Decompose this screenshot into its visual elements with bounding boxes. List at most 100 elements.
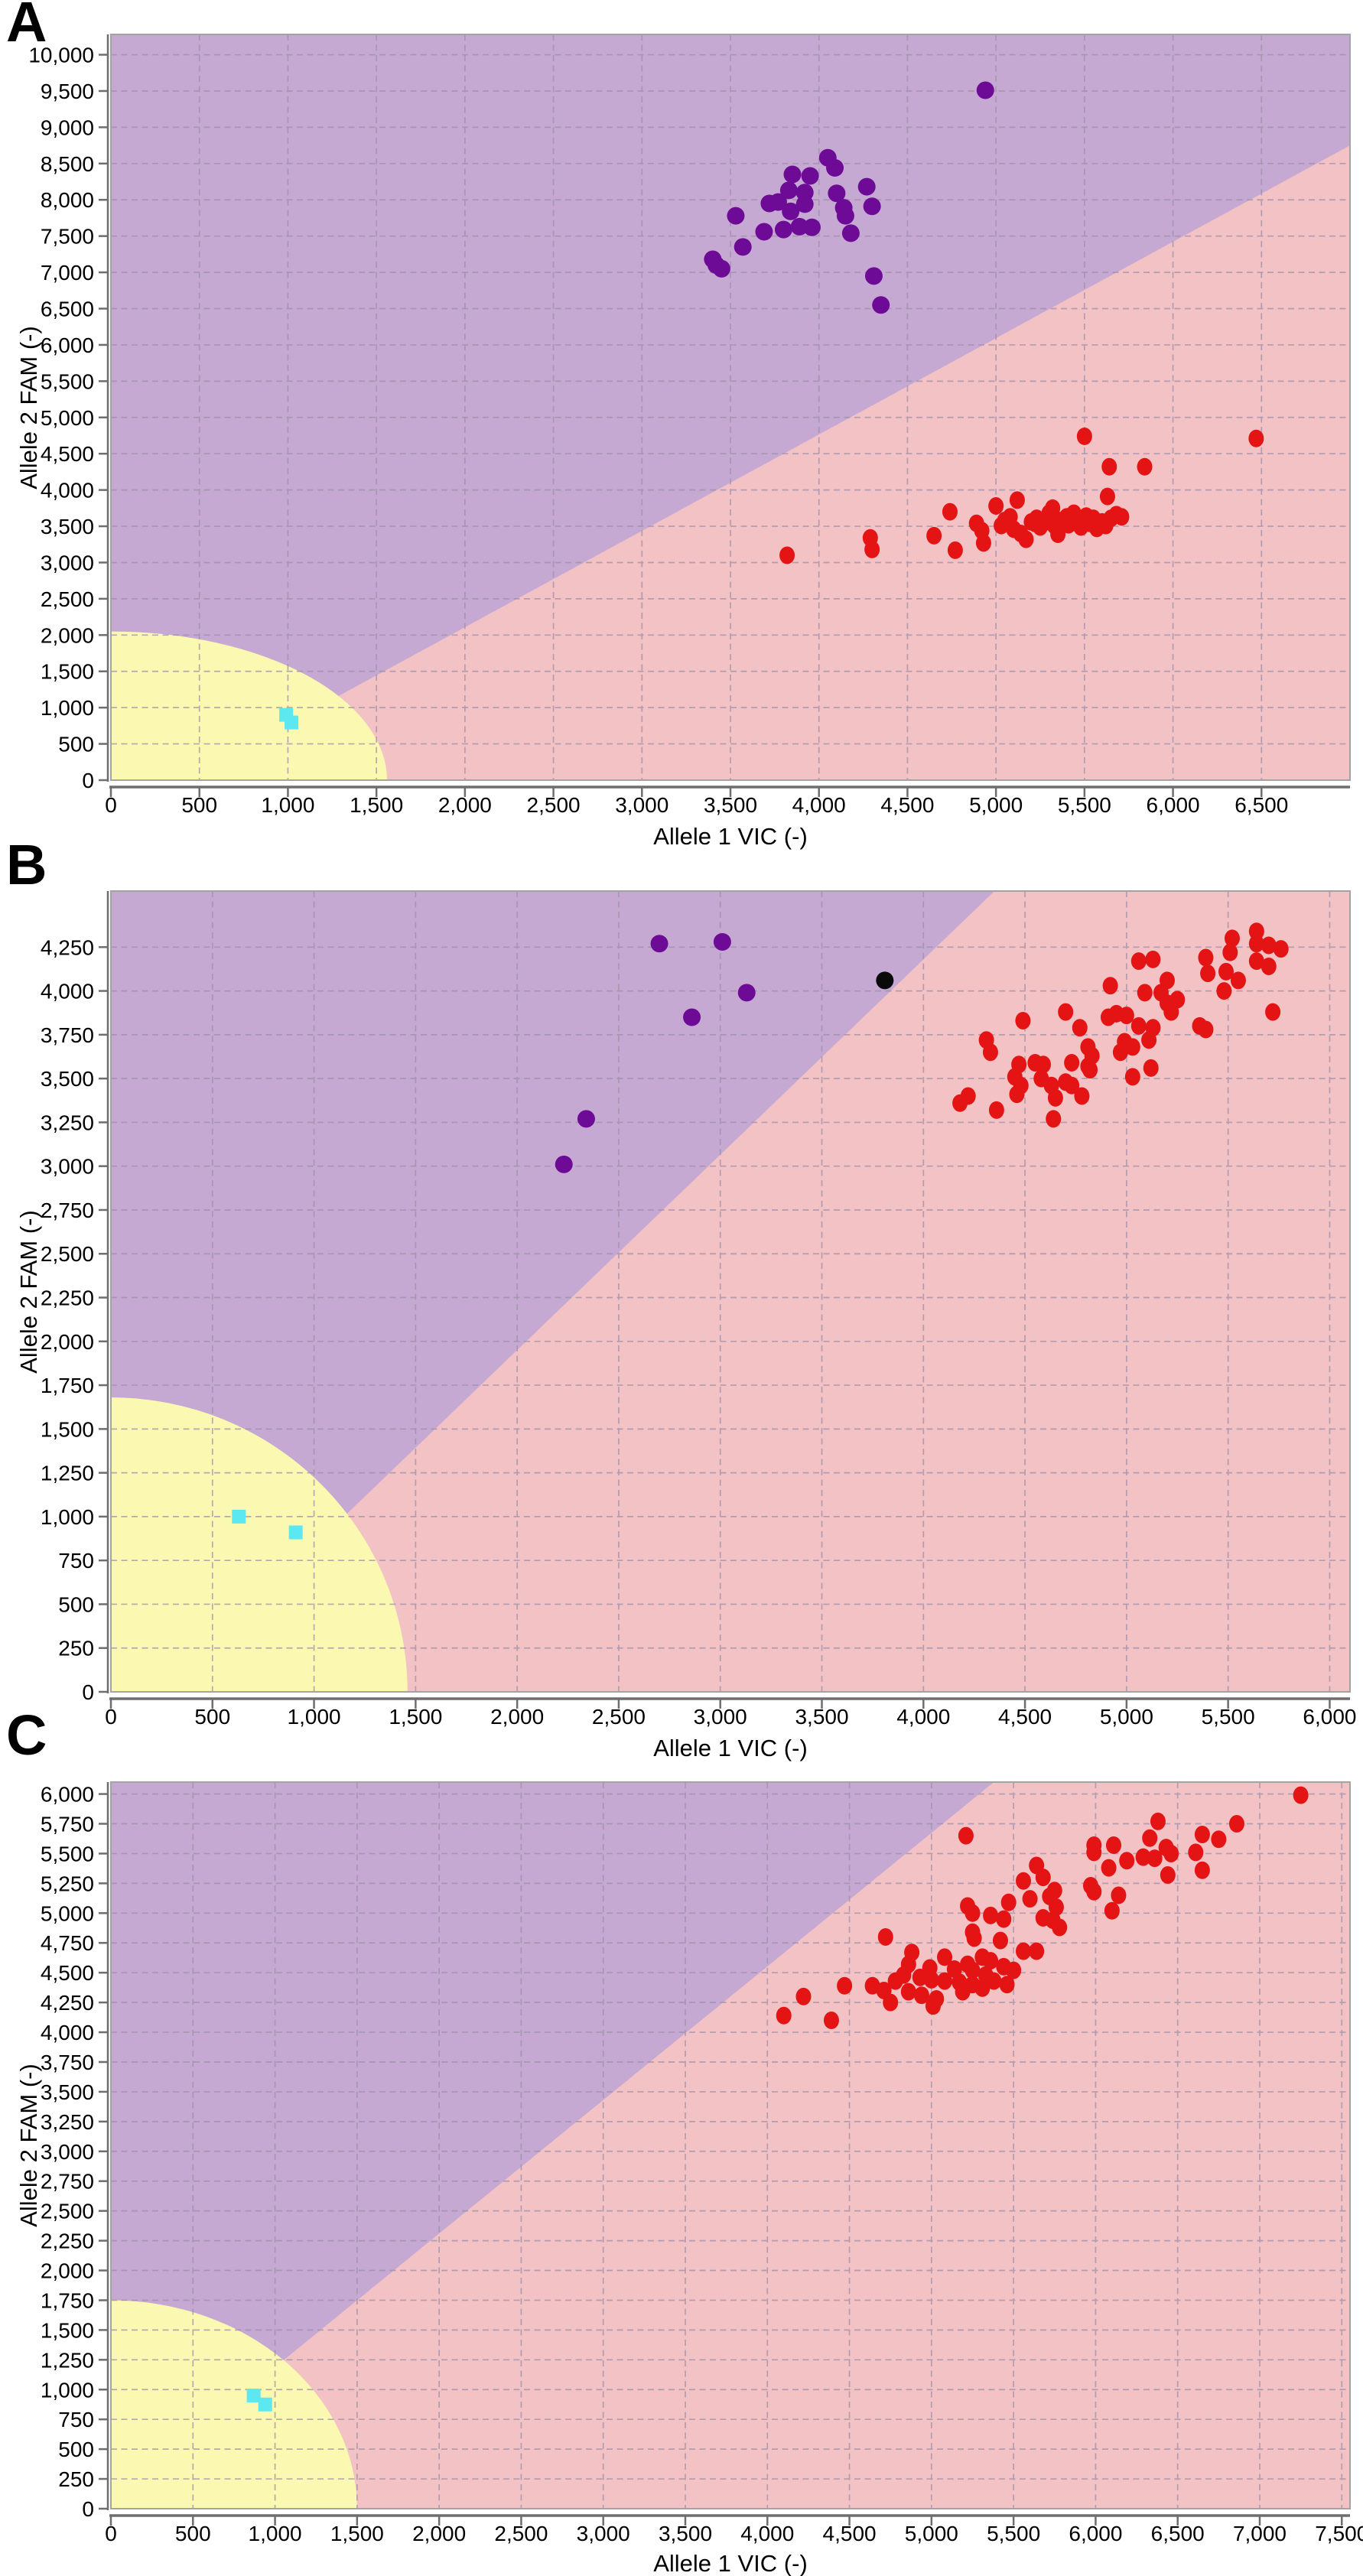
y-tick-label: 4,000 <box>41 479 94 503</box>
y-tick-label: 500 <box>58 1592 94 1616</box>
x-tick-label: 6,000 <box>1069 2522 1122 2545</box>
point-allele2-homozygous <box>713 932 731 951</box>
point-allele1-homozygous <box>1104 1901 1120 1920</box>
zone-ntc <box>111 631 387 780</box>
x-tick-label: 3,500 <box>659 2522 712 2545</box>
point-allele1-homozygous <box>974 1979 991 1997</box>
y-tick-label: 3,500 <box>41 515 94 538</box>
point-allele1-homozygous <box>1101 1859 1117 1877</box>
y-tick-label: 250 <box>58 1637 94 1660</box>
series-ntc <box>246 2389 272 2412</box>
point-allele1-homozygous <box>1072 1019 1088 1037</box>
y-tick-label: 3,000 <box>41 1155 94 1179</box>
point-allele1-homozygous <box>1114 508 1130 526</box>
y-tick-label: 2,500 <box>41 2200 94 2223</box>
point-ntc <box>285 715 299 730</box>
point-allele1-homozygous <box>937 1948 953 1966</box>
x-tick-label: 1,500 <box>350 793 403 817</box>
point-allele1-homozygous <box>1265 1003 1281 1021</box>
point-allele1-homozygous <box>795 1987 812 2005</box>
point-allele1-homozygous <box>883 1993 899 2012</box>
point-allele1-homozygous <box>1224 929 1240 948</box>
y-tick-label: 1,500 <box>41 2318 94 2342</box>
x-axis: 0 500 1,000 1,500 2,000 2,500 3,000 3,500 4,000 4… <box>105 785 1350 817</box>
point-allele1-homozygous <box>996 1910 1012 1928</box>
point-allele1-homozygous <box>1248 935 1264 953</box>
point-allele1-homozygous <box>937 1972 953 1990</box>
x-tick-label: 6,000 <box>1303 1705 1356 1729</box>
point-allele1-homozygous <box>1050 525 1066 543</box>
point-allele1-homozygous <box>1009 491 1025 509</box>
point-allele1-homozygous <box>1035 1869 1051 1887</box>
point-ntc <box>246 2389 261 2403</box>
y-tick-label: 3,000 <box>41 2140 94 2164</box>
x-tick-label: 4,000 <box>896 1705 950 1729</box>
point-allele2-homozygous <box>683 1008 701 1026</box>
point-allele1-homozygous <box>1099 487 1115 506</box>
y-tick-label: 1,250 <box>41 1462 94 1485</box>
point-allele2-homozygous <box>727 207 745 225</box>
point-allele1-homozygous <box>1076 427 1092 445</box>
series-allele2-homozygous <box>704 81 994 314</box>
x-tick-label: 6,000 <box>1147 793 1200 817</box>
x-tick-label: 2,000 <box>490 1705 544 1729</box>
x-tick-label: 5,000 <box>1100 1705 1153 1729</box>
y-tick-label: 7,000 <box>41 261 94 285</box>
y-tick-label: 1,000 <box>41 696 94 720</box>
y-tick-label: 5,750 <box>41 1813 94 1836</box>
series-allele1-homozygous <box>776 1786 1309 2029</box>
y-tick-label: 2,500 <box>41 587 94 611</box>
point-allele2-homozygous <box>863 197 881 216</box>
point-allele1-homozygous <box>1248 429 1264 447</box>
point-allele1-homozygous <box>965 1904 981 1922</box>
point-allele2-homozygous <box>650 935 668 953</box>
point-allele1-homozygous <box>982 1043 998 1062</box>
x-tick-label: 4,000 <box>792 793 846 817</box>
point-allele1-homozygous <box>952 1094 968 1112</box>
x-tick-label: 1,000 <box>249 2522 302 2545</box>
series-allele1-homozygous <box>952 922 1289 1128</box>
x-tick-label: 1,500 <box>389 1705 442 1729</box>
point-allele1-homozygous <box>1147 1849 1163 1868</box>
y-tick-label: 750 <box>58 2408 94 2431</box>
zone-ntc <box>111 1397 408 1692</box>
y-tick-label: 6,000 <box>41 1783 94 1807</box>
point-allele1-homozygous <box>1016 1872 1032 1890</box>
x-axis-label-c: Allele 1 VIC (-) <box>653 2550 808 2576</box>
y-tick-label: 2,500 <box>41 1242 94 1266</box>
plot-frame <box>110 890 1351 1693</box>
series-allele2-homozygous <box>555 932 756 1173</box>
point-allele1-homozygous <box>955 1982 971 2001</box>
plot-frame <box>110 1781 1351 2509</box>
y-tick-label: 2,250 <box>41 1286 94 1310</box>
point-allele1-homozygous <box>1216 982 1232 1000</box>
point-allele1-homozygous <box>986 1972 1002 1990</box>
x-tick-label: 4,000 <box>740 2522 794 2545</box>
point-allele1-homozygous <box>1211 1830 1227 1849</box>
point-allele2-homozygous <box>857 177 876 196</box>
point-allele1-homozygous <box>1018 530 1034 548</box>
gridlines <box>111 34 1350 780</box>
x-axis-label-a: Allele 1 VIC (-) <box>653 823 808 850</box>
point-allele1-homozygous <box>1142 1829 1158 1847</box>
x-tick-label: 500 <box>181 793 217 817</box>
panel-label-b: B <box>6 833 47 896</box>
y-tick-label: 9,000 <box>41 115 94 139</box>
point-allele1-homozygous <box>1045 499 1061 517</box>
y-axis-label-c: Allele 2 FAM (-) <box>15 2064 42 2227</box>
y-tick-label: 1,000 <box>41 2378 94 2402</box>
point-allele1-homozygous <box>1016 1942 1032 1960</box>
y-tick-label: 4,750 <box>41 1931 94 1955</box>
point-allele2-homozygous <box>577 1110 595 1128</box>
point-allele2-homozygous <box>755 223 773 241</box>
gridlines <box>111 1782 1350 2509</box>
point-allele2-homozygous <box>734 238 752 256</box>
point-allele1-homozygous <box>965 1961 981 1979</box>
x-axis: 0 500 1,000 1,500 2,000 2,500 3,000 3,500 4,000 4… <box>105 1697 1356 1729</box>
point-allele1-homozygous <box>999 1976 1015 1994</box>
point-allele1-homozygous <box>1101 457 1117 476</box>
point-allele2-homozygous <box>737 984 756 1002</box>
x-tick-label: 2,500 <box>527 793 581 817</box>
